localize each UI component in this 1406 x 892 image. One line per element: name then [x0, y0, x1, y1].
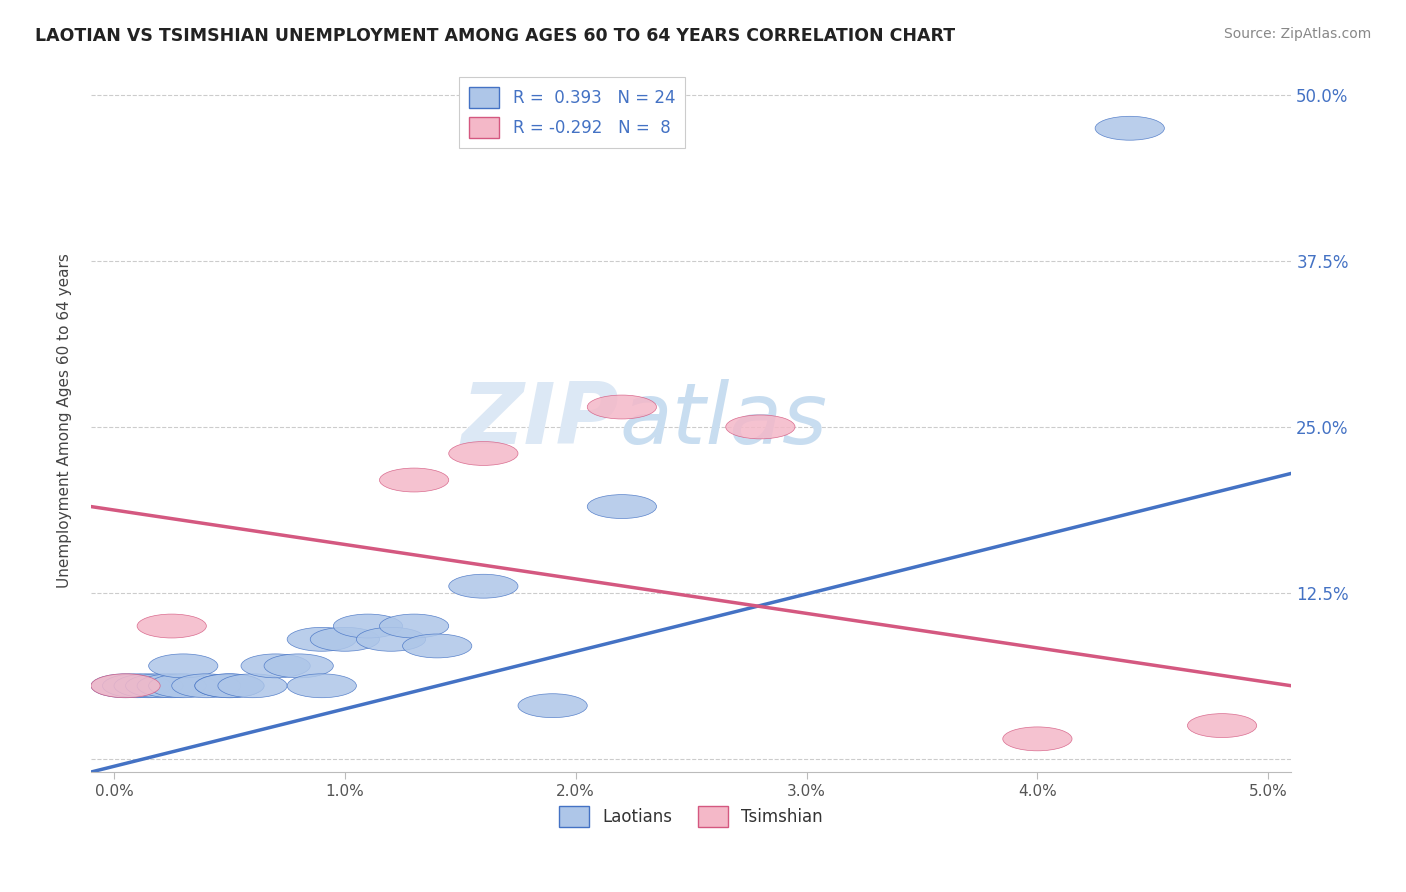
- Ellipse shape: [264, 654, 333, 678]
- Ellipse shape: [91, 673, 160, 698]
- Ellipse shape: [1002, 727, 1071, 751]
- Ellipse shape: [138, 614, 207, 638]
- Ellipse shape: [172, 673, 240, 698]
- Ellipse shape: [449, 442, 517, 466]
- Ellipse shape: [91, 673, 160, 698]
- Ellipse shape: [138, 673, 207, 698]
- Ellipse shape: [356, 627, 426, 651]
- Ellipse shape: [195, 673, 264, 698]
- Ellipse shape: [380, 614, 449, 638]
- Ellipse shape: [195, 673, 264, 698]
- Text: ZIP: ZIP: [461, 379, 619, 462]
- Ellipse shape: [240, 654, 311, 678]
- Ellipse shape: [725, 415, 794, 439]
- Ellipse shape: [114, 673, 183, 698]
- Y-axis label: Unemployment Among Ages 60 to 64 years: Unemployment Among Ages 60 to 64 years: [58, 252, 72, 588]
- Ellipse shape: [333, 614, 402, 638]
- Text: LAOTIAN VS TSIMSHIAN UNEMPLOYMENT AMONG AGES 60 TO 64 YEARS CORRELATION CHART: LAOTIAN VS TSIMSHIAN UNEMPLOYMENT AMONG …: [35, 27, 955, 45]
- Ellipse shape: [380, 468, 449, 492]
- Ellipse shape: [588, 395, 657, 419]
- Text: atlas: atlas: [619, 379, 827, 462]
- Ellipse shape: [402, 634, 472, 658]
- Ellipse shape: [517, 694, 588, 718]
- Ellipse shape: [149, 654, 218, 678]
- Ellipse shape: [1095, 116, 1164, 140]
- Text: Source: ZipAtlas.com: Source: ZipAtlas.com: [1223, 27, 1371, 41]
- Ellipse shape: [1188, 714, 1257, 738]
- Ellipse shape: [218, 673, 287, 698]
- Ellipse shape: [125, 673, 195, 698]
- Ellipse shape: [149, 673, 218, 698]
- Ellipse shape: [287, 673, 356, 698]
- Ellipse shape: [588, 495, 657, 518]
- Ellipse shape: [287, 627, 356, 651]
- Legend: Laotians, Tsimshian: Laotians, Tsimshian: [553, 799, 830, 834]
- Ellipse shape: [449, 574, 517, 599]
- Ellipse shape: [103, 673, 172, 698]
- Ellipse shape: [311, 627, 380, 651]
